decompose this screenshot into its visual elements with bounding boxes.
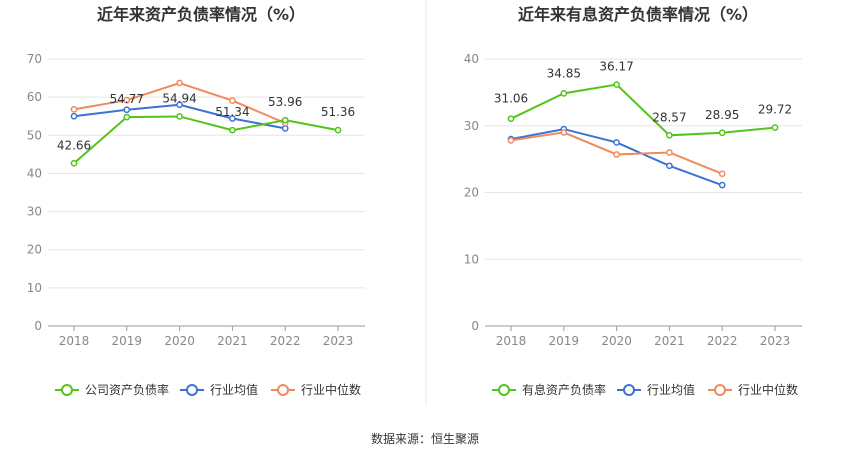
y-tick-label: 10 [27,281,42,295]
y-tick-label: 40 [464,52,479,66]
y-tick-label: 30 [464,119,479,133]
x-tick-label: 2018 [496,334,527,348]
y-tick-label: 0 [34,319,42,333]
data-label: 28.57 [652,110,686,124]
legend-marker [623,384,635,396]
series-line [510,83,776,137]
legend-marker [498,384,510,396]
chart-title: 近年来有息资产负债率情况（%） [518,5,758,24]
legend-label: 有息资产负债率 [522,382,606,397]
data-point [613,151,620,158]
data-point [123,106,131,114]
data-point [771,124,779,131]
data-point [229,115,236,122]
data-point [123,113,131,121]
y-tick-label: 70 [27,52,42,66]
x-tick-label: 2023 [760,334,791,348]
data-point [70,112,78,120]
y-tick-label: 10 [464,252,479,266]
y-tick-label: 40 [27,166,42,180]
x-tick-label: 2021 [217,334,248,348]
legend-label: 行业均值 [210,382,258,397]
data-point [176,101,183,109]
y-tick-label: 50 [27,128,42,142]
data-point [560,90,568,97]
x-tick-label: 2020 [164,334,195,348]
data-point [718,129,726,137]
data-point [229,97,236,104]
data-point [507,137,515,144]
data-point [334,126,342,134]
x-tick-label: 2021 [654,334,685,348]
data-label: 53.96 [268,95,302,109]
data-point [613,139,620,146]
data-point [281,116,289,124]
data-point [718,170,726,178]
chart-panel-interest-debt-ratio: 近年来有息资产负债率情况（%） 0 10 20 30 40 2018 2019 2020 2021… [464,5,802,397]
data-point [281,125,289,132]
legend-label: 公司资产负债率 [85,382,169,397]
x-tick-label: 2019 [549,334,580,348]
data-label: 54.94 [162,91,196,105]
data-label: 36.17 [599,60,633,74]
data-point [176,113,183,120]
data-point [507,115,515,123]
data-label: 28.95 [705,108,739,122]
data-point [229,126,236,134]
series-line [73,115,339,165]
x-tick-label: 2020 [601,334,632,348]
y-tick-label: 60 [27,90,42,104]
legend-label: 行业中位数 [738,382,798,397]
data-label: 34.85 [547,66,581,80]
data-point [666,131,673,139]
data-point [718,181,726,189]
data-point [70,105,78,113]
x-tick-label: 2019 [112,334,143,348]
data-point [666,162,673,170]
chart-title: 近年来资产负债率情况（%） [97,5,305,24]
y-tick-label: 20 [27,243,42,257]
legend-label: 行业均值 [647,382,695,397]
x-tick-label: 2023 [323,334,354,348]
data-label: 51.36 [321,105,355,119]
x-tick-label: 2022 [270,334,301,348]
data-source-text: 数据来源：恒生聚源 [370,432,479,446]
data-point [176,79,183,87]
y-tick-label: 0 [471,319,479,333]
legend-marker [61,384,73,396]
data-label: 51.34 [215,105,249,119]
data-label: 42.66 [57,138,91,152]
legend-marker [277,384,289,396]
legend-marker [186,384,198,396]
chart-panel-debt-ratio: 近年来资产负债率情况（%） 0 10 20 30 40 50 60 70 2018 2019 2020… [27,5,365,397]
data-point [613,81,620,88]
x-tick-label: 2022 [707,334,738,348]
y-tick-label: 20 [464,186,479,200]
legend-marker [714,384,726,396]
y-tick-label: 30 [27,205,42,219]
data-point [666,149,673,156]
x-tick-label: 2018 [59,334,90,348]
data-label: 29.72 [758,103,792,117]
data-point [70,159,78,167]
data-point [123,96,131,104]
data-point [560,129,568,136]
data-label: 54.77 [110,92,144,106]
data-label: 31.06 [494,92,528,106]
legend-label: 行业中位数 [301,382,361,397]
